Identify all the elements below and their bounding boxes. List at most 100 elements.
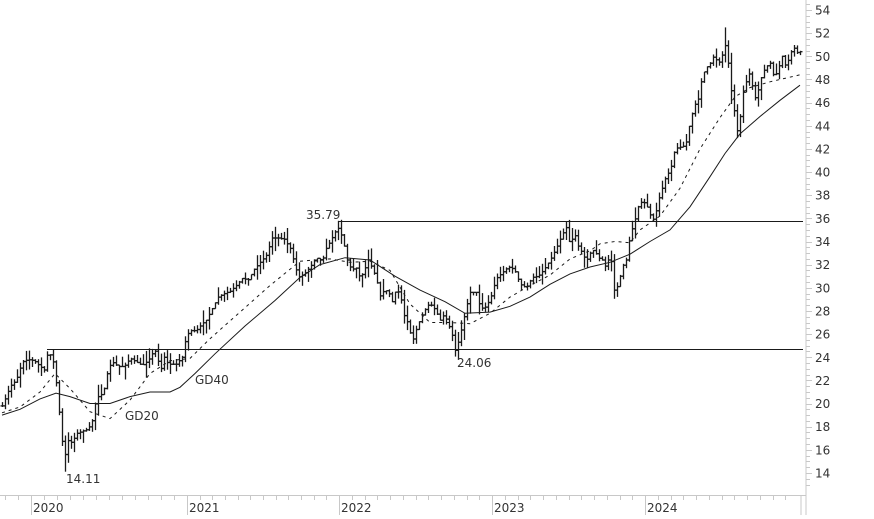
y-tick-label: 20 xyxy=(815,397,830,411)
price-bar xyxy=(735,104,740,139)
price-bar xyxy=(711,54,716,66)
price-bar xyxy=(678,139,683,150)
price-bar xyxy=(57,380,62,416)
price-bar xyxy=(696,90,701,114)
price-bar xyxy=(258,255,263,275)
price-bar xyxy=(291,243,296,263)
price-bar xyxy=(759,77,764,101)
price-bar xyxy=(564,221,569,240)
price-bar xyxy=(354,267,359,279)
price-bar xyxy=(615,282,620,297)
price-bar xyxy=(342,234,347,247)
price-bar xyxy=(402,289,407,324)
y-tick-label: 50 xyxy=(815,50,830,64)
price-bar xyxy=(492,276,497,300)
price-bar xyxy=(783,55,788,68)
price-bar xyxy=(777,60,782,80)
price-bar xyxy=(147,348,152,369)
y-tick-label: 46 xyxy=(815,96,830,110)
price-bar xyxy=(549,251,554,270)
price-bar xyxy=(144,350,149,378)
price-bar xyxy=(405,305,410,331)
y-tick-label: 16 xyxy=(815,443,830,457)
price-bar xyxy=(12,379,17,390)
price-bar xyxy=(714,48,719,68)
x-tick-label-2024: 2024 xyxy=(647,501,678,515)
price-bar xyxy=(159,353,164,373)
price-bar xyxy=(786,54,791,71)
price-bar xyxy=(636,205,641,222)
price-bar xyxy=(597,249,602,262)
price-bar xyxy=(729,52,734,104)
price-bar xyxy=(114,355,119,366)
y-tick-label: 14 xyxy=(815,467,830,481)
price-bar xyxy=(426,301,431,313)
price-bar xyxy=(162,352,167,371)
price-bar xyxy=(543,258,548,275)
price-bar xyxy=(108,359,113,382)
gd40-line xyxy=(1,84,801,416)
y-tick-label: 54 xyxy=(815,4,830,18)
ohlc-bars xyxy=(0,27,803,472)
price-bar xyxy=(348,258,353,272)
price-bar xyxy=(639,198,644,209)
price-bar xyxy=(222,290,227,302)
price-bar xyxy=(324,238,329,261)
price-bar xyxy=(429,301,434,307)
price-bar xyxy=(330,230,335,253)
price-bar xyxy=(357,261,362,282)
price-bar xyxy=(300,271,305,286)
price-bar xyxy=(420,312,425,324)
price-bar xyxy=(231,283,236,298)
price-bar xyxy=(174,359,179,372)
price-bar xyxy=(267,241,272,262)
price-bar xyxy=(417,321,422,331)
price-bar xyxy=(459,320,464,347)
price-bar xyxy=(510,258,515,274)
y-tick-label: 26 xyxy=(815,328,830,342)
x-tick-label-2020: 2020 xyxy=(33,501,64,515)
price-bar xyxy=(93,402,98,431)
y-tick-label: 22 xyxy=(815,374,830,388)
price-bar xyxy=(747,68,752,86)
price-bar xyxy=(435,304,440,315)
price-bar xyxy=(366,249,371,278)
price-bar xyxy=(414,325,419,344)
price-bar xyxy=(591,249,596,258)
x-tick-label-2023: 2023 xyxy=(494,501,525,515)
price-bar xyxy=(720,51,725,68)
price-bar xyxy=(150,348,155,365)
price-bar xyxy=(78,429,83,440)
y-tick-label: 44 xyxy=(815,119,830,133)
price-bar xyxy=(465,298,470,321)
y-tick-label: 40 xyxy=(815,166,830,180)
price-bar xyxy=(732,84,737,117)
y-tick-label: 30 xyxy=(815,281,830,295)
price-bar xyxy=(495,273,500,290)
price-bar xyxy=(669,159,674,182)
price-bar xyxy=(243,272,248,285)
price-bar xyxy=(339,219,344,244)
y-axis-ticks: 14 16 18 20 22 24 26 28 30 32 34 36 38 40 42 44 46 48 50 52… xyxy=(806,4,830,486)
price-bar xyxy=(273,226,278,252)
price-bar xyxy=(255,255,260,280)
y-tick-label: 52 xyxy=(815,27,830,41)
price-bar xyxy=(666,168,671,184)
price-bar xyxy=(381,279,386,300)
y-tick-label: 42 xyxy=(815,142,830,156)
price-bar xyxy=(648,203,653,219)
gd40-label: GD40 xyxy=(195,373,229,387)
price-bar xyxy=(738,114,743,138)
price-bar xyxy=(642,198,647,209)
price-bar xyxy=(453,329,458,357)
price-bar xyxy=(561,228,566,240)
low-label: 14.11 xyxy=(66,472,100,486)
price-bar xyxy=(9,378,14,398)
x-axis-ticks: 2020 2021 2022 2023 2024 xyxy=(5,495,786,515)
price-bar xyxy=(792,45,797,57)
price-bar xyxy=(390,291,395,303)
gd20-label: GD20 xyxy=(125,409,159,423)
price-bar xyxy=(39,357,44,376)
price-bar xyxy=(192,326,197,333)
price-bar xyxy=(153,349,158,358)
